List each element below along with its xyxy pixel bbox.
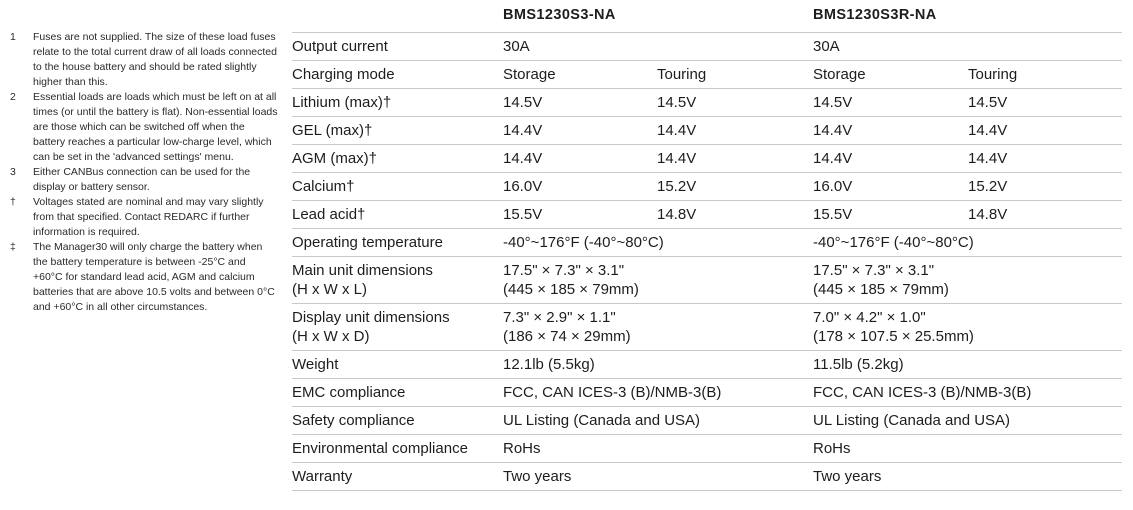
product-name-2: BMS1230S3R-NA	[813, 7, 937, 23]
row-label: Environmental compliance	[292, 440, 468, 457]
footnote-double-dagger: ‡ The Manager30 will only charge the bat…	[10, 240, 278, 315]
row-value: 14.5V	[503, 94, 543, 111]
row-value: 16.0V	[813, 178, 853, 195]
footnote-marker: 3	[10, 166, 16, 178]
table-row-safety-compliance: Safety compliance UL Listing (Canada and…	[292, 406, 1122, 434]
row-value: 15.2V	[968, 178, 1008, 195]
row-value: 14.5V	[968, 94, 1008, 111]
row-value: FCC, CAN ICES-3 (B)/NMB-3(B)	[503, 384, 722, 401]
row-value: 11.5lb (5.2kg)	[813, 356, 904, 373]
footnote-text: The Manager30 will only charge the batte…	[33, 241, 275, 313]
spec-table: BMS1230S3-NA BMS1230S3R-NA Output curren…	[292, 0, 1122, 491]
row-label: Operating temperature	[292, 234, 443, 251]
table-row-output-current: Output current 30A 30A	[292, 32, 1122, 60]
row-label: Weight	[292, 356, 339, 373]
row-value: 30A	[503, 38, 530, 55]
footnote-marker: †	[10, 196, 16, 208]
row-value: Touring	[657, 66, 707, 83]
row-value: 15.5V	[813, 206, 853, 223]
product-name-1: BMS1230S3-NA	[503, 7, 616, 23]
row-value: Two years	[813, 468, 882, 485]
row-label: Calcium†	[292, 178, 355, 195]
table-row-agm-max: AGM (max)† 14.4V 14.4V 14.4V 14.4V	[292, 144, 1122, 172]
row-value: RoHs	[813, 440, 851, 457]
footnote-text: Essential loads are loads which must be …	[33, 91, 278, 163]
table-row-main-unit-dimensions: Main unit dimensions (H x W x L) 17.5" ×…	[292, 256, 1122, 303]
row-value: 14.4V	[968, 150, 1008, 167]
row-value: 14.4V	[657, 122, 697, 139]
table-row-operating-temperature: Operating temperature -40°~176°F (-40°~8…	[292, 228, 1122, 256]
row-value: 14.5V	[657, 94, 697, 111]
table-row-gel-max: GEL (max)† 14.4V 14.4V 14.4V 14.4V	[292, 116, 1122, 144]
row-value: Storage	[813, 66, 866, 83]
row-value: 15.2V	[657, 178, 697, 195]
row-value: 14.4V	[503, 150, 543, 167]
row-value: UL Listing (Canada and USA)	[503, 412, 701, 429]
row-value: 12.1lb (5.5kg)	[503, 356, 595, 373]
row-value: -40°~176°F (-40°~80°C)	[813, 234, 974, 251]
row-value: 16.0V	[503, 178, 543, 195]
row-label: AGM (max)†	[292, 150, 378, 167]
row-value: 15.5V	[503, 206, 543, 223]
table-body: Output current 30A 30A Charging mode Sto…	[292, 32, 1122, 491]
row-label: Warranty	[292, 468, 353, 485]
footnote-text: Either CANBus connection can be used for…	[33, 166, 251, 193]
row-value: 30A	[813, 38, 840, 55]
row-label: Main unit dimensions (H x W x L)	[292, 262, 433, 298]
row-label: Lithium (max)†	[292, 94, 392, 111]
table-row-warranty: Warranty Two years Two years	[292, 462, 1122, 490]
row-value: RoHs	[503, 440, 541, 457]
row-label: Safety compliance	[292, 412, 415, 429]
row-value: 14.4V	[968, 122, 1008, 139]
row-value: 14.8V	[968, 206, 1008, 223]
row-label: Display unit dimensions (H x W x D)	[292, 309, 450, 345]
table-row-lead-acid: Lead acid† 15.5V 14.8V 15.5V 14.8V	[292, 200, 1122, 228]
row-value: 17.5" × 7.3" × 3.1" (445 × 185 × 79mm)	[503, 262, 639, 298]
row-label: Charging mode	[292, 66, 395, 83]
row-value: Two years	[503, 468, 572, 485]
row-value: -40°~176°F (-40°~80°C)	[503, 234, 664, 251]
row-value: 14.4V	[813, 150, 853, 167]
footnote-3: 3 Either CANBus connection can be used f…	[10, 165, 278, 195]
footnote-marker: 2	[10, 91, 16, 103]
footnote-text: Voltages stated are nominal and may vary…	[33, 196, 264, 238]
row-value: 14.5V	[813, 94, 853, 111]
row-value: 17.5" × 7.3" × 3.1" (445 × 185 × 79mm)	[813, 262, 949, 298]
table-row-emc-compliance: EMC compliance FCC, CAN ICES-3 (B)/NMB-3…	[292, 378, 1122, 406]
table-row-lithium-max: Lithium (max)† 14.5V 14.5V 14.5V 14.5V	[292, 88, 1122, 116]
row-value: 14.4V	[813, 122, 853, 139]
row-value: 14.8V	[657, 206, 697, 223]
row-value: Storage	[503, 66, 556, 83]
row-value: Touring	[968, 66, 1018, 83]
footnote-1: 1 Fuses are not supplied. The size of th…	[10, 30, 278, 90]
row-value: 7.0" × 4.2" × 1.0" (178 × 107.5 × 25.5mm…	[813, 309, 974, 345]
footnote-dagger: † Voltages stated are nominal and may va…	[10, 195, 278, 240]
footnote-text: Fuses are not supplied. The size of thes…	[33, 31, 277, 88]
row-value: FCC, CAN ICES-3 (B)/NMB-3(B)	[813, 384, 1032, 401]
table-row-weight: Weight 12.1lb (5.5kg) 11.5lb (5.2kg)	[292, 350, 1122, 378]
footnote-marker: 1	[10, 31, 16, 43]
footnote-2: 2 Essential loads are loads which must b…	[10, 90, 278, 165]
table-row-display-unit-dimensions: Display unit dimensions (H x W x D) 7.3"…	[292, 303, 1122, 350]
row-label: EMC compliance	[292, 384, 406, 401]
footnote-marker: ‡	[10, 241, 16, 253]
row-value: UL Listing (Canada and USA)	[813, 412, 1011, 429]
row-value: 14.4V	[657, 150, 697, 167]
table-row-calcium: Calcium† 16.0V 15.2V 16.0V 15.2V	[292, 172, 1122, 200]
table-header: BMS1230S3-NA BMS1230S3R-NA	[292, 0, 1122, 32]
table-row-environmental-compliance: Environmental compliance RoHs RoHs	[292, 434, 1122, 462]
footnotes: 1 Fuses are not supplied. The size of th…	[10, 30, 278, 315]
row-label: Output current	[292, 38, 388, 55]
row-value: 14.4V	[503, 122, 543, 139]
table-row-charging-mode: Charging mode Storage Touring Storage To…	[292, 60, 1122, 88]
row-label: GEL (max)†	[292, 122, 373, 139]
row-label: Lead acid†	[292, 206, 366, 223]
row-value: 7.3" × 2.9" × 1.1" (186 × 74 × 29mm)	[503, 309, 631, 345]
